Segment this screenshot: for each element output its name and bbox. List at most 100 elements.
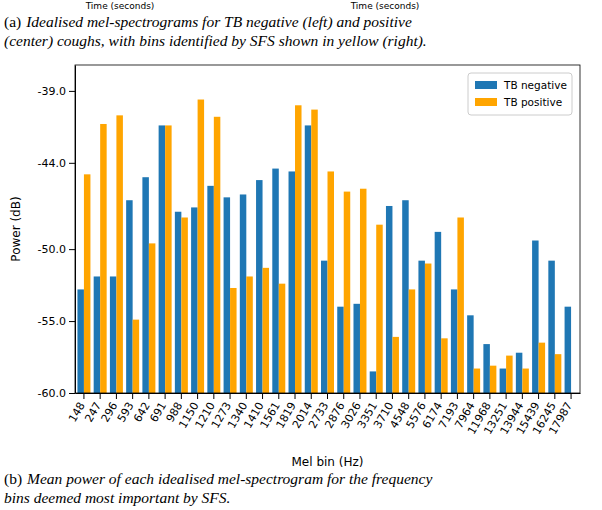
x-tick-mark — [327, 393, 328, 399]
x-tick-mark — [197, 393, 198, 399]
y-tick-label: -50.0 — [38, 243, 66, 256]
bar — [321, 261, 327, 393]
bar — [263, 268, 269, 393]
x-tick-mark — [278, 393, 279, 399]
bar — [565, 307, 571, 393]
x-tick-mark — [246, 393, 247, 399]
x-tick-mark — [148, 393, 149, 399]
x-tick: 17987 — [546, 393, 575, 437]
bar — [392, 337, 398, 393]
caption-line: (a)Idealised mel-spectrograms for TB neg… — [4, 13, 412, 31]
bar — [198, 100, 204, 393]
x-tick-mark — [132, 393, 133, 399]
y-tick: -55.0 — [38, 315, 75, 328]
bar — [441, 338, 447, 393]
x-tick-mark — [554, 393, 555, 399]
y-tick-mark — [69, 91, 75, 92]
y-tick-mark — [69, 321, 75, 322]
bar — [246, 276, 252, 393]
bar — [483, 344, 489, 393]
bar — [142, 177, 148, 393]
bar — [457, 217, 463, 393]
bar — [77, 289, 83, 393]
x-tick-mark — [424, 393, 425, 399]
legend-swatch — [475, 98, 497, 106]
x-tick-mark — [489, 393, 490, 399]
legend-swatch — [475, 81, 497, 89]
legend-label: TB positive — [503, 96, 562, 108]
caption-line: (center) coughs, with bins identified by… — [4, 32, 427, 50]
bar — [474, 369, 480, 393]
bar — [386, 206, 392, 393]
bar — [84, 174, 90, 393]
bar — [289, 171, 295, 393]
bar — [214, 117, 220, 393]
bar — [295, 105, 301, 393]
x-tick-mark — [343, 393, 344, 399]
y-axis-title: Power (dB) — [9, 196, 23, 261]
x-tick-mark — [262, 393, 263, 399]
y-tick-label: -60.0 — [38, 387, 66, 400]
bar — [207, 186, 213, 393]
caption-line: bins deemed most important by SFS. — [4, 489, 230, 506]
bar — [500, 369, 506, 393]
bar — [175, 212, 181, 393]
bar — [402, 200, 408, 393]
x-tick-mark — [230, 393, 231, 399]
caption-text: bins deemed most important by SFS. — [4, 489, 230, 506]
y-tick-mark — [69, 163, 75, 164]
bar — [451, 289, 457, 393]
bar — [539, 343, 545, 393]
bar — [279, 284, 285, 393]
x-tick-mark — [408, 393, 409, 399]
header-axis-label: Time (seconds) — [85, 1, 155, 11]
bars — [77, 100, 571, 393]
y-tick-label: -44.0 — [38, 157, 66, 170]
bar — [305, 125, 311, 393]
bar — [490, 366, 496, 393]
x-tick-mark — [181, 393, 182, 399]
bar — [133, 320, 139, 393]
header-axis-label: Time (seconds) — [350, 1, 420, 11]
bar — [418, 261, 424, 393]
bar — [522, 369, 528, 393]
x-tick-mark — [359, 393, 360, 399]
x-tick-mark — [213, 393, 214, 399]
y-tick: -39.0 — [38, 85, 75, 98]
bar — [532, 241, 538, 393]
bar — [159, 125, 165, 393]
bar — [337, 307, 343, 393]
x-tick-mark — [83, 393, 84, 399]
x-tick-mark — [441, 393, 442, 399]
bar — [311, 110, 317, 393]
bar — [409, 289, 415, 393]
bar — [425, 264, 431, 393]
x-tick-mark — [538, 393, 539, 399]
caption-text: Idealised mel-spectrograms for TB negati… — [25, 13, 412, 31]
x-tick-mark — [392, 393, 393, 399]
caption-text: (center) coughs, with bins identified by… — [4, 32, 427, 50]
bar — [272, 169, 278, 393]
x-tick-mark — [295, 393, 296, 399]
bar — [191, 207, 197, 393]
x-tick-label: 17987 — [546, 400, 575, 437]
x-tick-mark — [522, 393, 523, 399]
y-tick-label: -55.0 — [38, 315, 66, 328]
bar — [165, 125, 171, 393]
bar — [360, 189, 366, 393]
bar — [435, 232, 441, 393]
bar — [181, 217, 187, 393]
y-axis-line — [75, 66, 76, 394]
y-tick-label: -39.0 — [38, 85, 66, 98]
bar — [256, 180, 262, 393]
bar — [328, 171, 334, 393]
plot-frame — [75, 65, 580, 393]
bar — [116, 115, 122, 393]
legend: TB negativeTB positive — [468, 73, 572, 115]
bar — [506, 356, 512, 393]
bar — [100, 124, 106, 393]
y-tick: -44.0 — [38, 157, 75, 170]
y-tick-mark — [69, 249, 75, 250]
caption-label: (b) — [4, 470, 22, 488]
bar — [149, 243, 155, 393]
